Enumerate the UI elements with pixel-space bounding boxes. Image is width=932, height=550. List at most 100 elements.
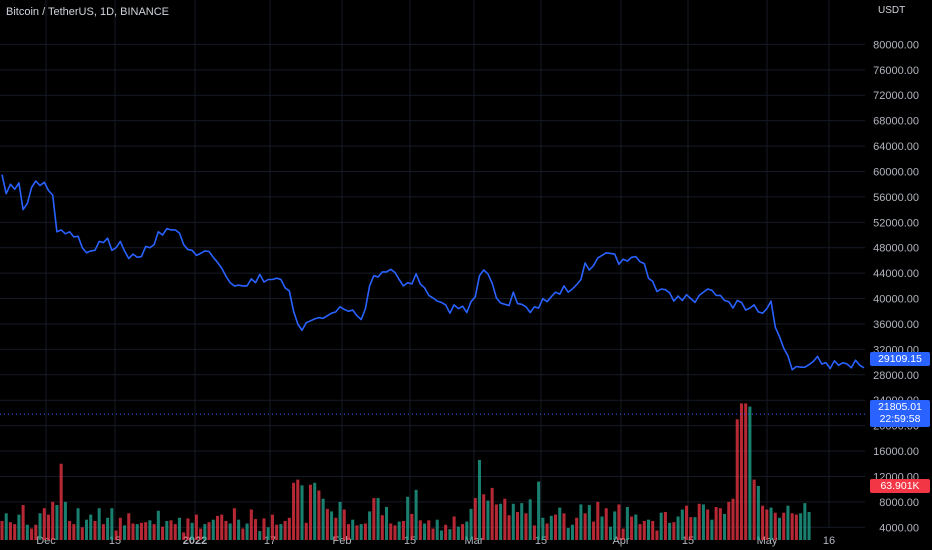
volume-bar (30, 528, 34, 540)
volume-bar (490, 487, 494, 540)
volume-bar (444, 524, 448, 540)
volume-bar (465, 521, 469, 540)
volume-bar (363, 523, 367, 540)
volume-bar (144, 522, 148, 540)
volume-bar (38, 513, 42, 540)
volume-bar (710, 519, 714, 540)
volume-bar (211, 519, 215, 540)
volume-bar (621, 528, 625, 540)
volume-bar (511, 503, 515, 540)
volume-bar (42, 508, 46, 540)
volume-bar (668, 522, 672, 540)
volume-bar (279, 524, 283, 540)
volume-bar (579, 504, 583, 540)
volume-bar (169, 520, 173, 540)
volume-bar (807, 512, 811, 540)
volume-bar (275, 524, 279, 540)
volume-bar (207, 522, 211, 540)
volume-bar (461, 524, 465, 540)
volume-bar (123, 525, 127, 540)
volume-bar (786, 505, 790, 540)
volume-bar (4, 513, 8, 540)
volume-bar (110, 508, 114, 540)
volume-bar (203, 524, 207, 540)
volume-bar (646, 519, 651, 540)
volume-bar (25, 524, 29, 540)
volume-bar (799, 513, 803, 540)
volume-bar (735, 419, 739, 540)
volume-bar (473, 498, 477, 540)
volume-bar (752, 479, 756, 540)
volume-bar (431, 528, 435, 540)
last-price-tag: 21805.01 22:59:58 (870, 400, 930, 427)
volume-bar (777, 517, 782, 540)
volume-bar (63, 501, 67, 540)
volume-bar (406, 496, 410, 540)
y-tick-label: 8000.00 (879, 497, 919, 509)
volume-bar (663, 512, 667, 540)
volume-bar (359, 524, 363, 540)
volume-bar (638, 524, 642, 540)
volume-bar (317, 490, 321, 540)
volume-bar (89, 514, 93, 540)
volume-bar (131, 523, 135, 540)
volume-bar (427, 520, 431, 540)
volume-bar (541, 517, 545, 540)
volume-bar (13, 524, 17, 540)
volume-bar (625, 506, 629, 540)
volume-bar (304, 522, 308, 540)
volume-bar (727, 501, 731, 540)
volume-bar (55, 505, 59, 540)
volume-bar (199, 528, 203, 540)
current-price-tag: 29109.15 (870, 352, 930, 366)
volume-bar (507, 515, 511, 540)
volume-bar (165, 520, 169, 540)
volume-bar (254, 519, 258, 540)
volume-bar (241, 528, 245, 540)
y-tick-label: 48000.00 (873, 243, 919, 255)
volume-bar (389, 523, 393, 540)
volume-bar (532, 525, 536, 540)
volume-bar (118, 517, 122, 540)
volume-bar (701, 504, 705, 540)
volume-bar (706, 509, 710, 540)
y-tick-label: 16000.00 (873, 446, 919, 458)
currency-label: USDT (878, 5, 906, 16)
volume-bar (558, 507, 562, 540)
volume-bar (372, 498, 376, 540)
volume-bar (613, 511, 617, 540)
volume-bar (439, 530, 443, 540)
volume-bar (630, 516, 634, 540)
volume-bar (97, 508, 101, 540)
volume-bar (321, 498, 325, 540)
volume-bar (769, 507, 773, 540)
y-tick-label: 60000.00 (873, 166, 919, 178)
volume-bar (782, 512, 786, 540)
volume-bar (72, 524, 76, 540)
volume-bar (173, 524, 177, 540)
volume-bar (756, 485, 760, 540)
y-tick-label: 72000.00 (873, 90, 919, 102)
x-tick-label: 17 (264, 535, 276, 547)
volume-bar (642, 520, 646, 540)
volume-bar (748, 406, 752, 540)
volume-bar (287, 517, 291, 540)
volume-bar (596, 501, 600, 540)
volume-bar (604, 508, 608, 540)
volume-bar (161, 526, 165, 540)
volume-bar (84, 519, 89, 540)
volume-bar (313, 482, 317, 540)
volume-bar (262, 518, 266, 540)
volume-bar (346, 524, 351, 540)
volume-bar (106, 517, 110, 540)
x-tick-label: 15 (535, 535, 547, 547)
volume-bar (283, 520, 287, 540)
volume-bar (676, 516, 680, 540)
volume-bar (414, 489, 418, 540)
volume-bar (338, 501, 342, 540)
volume-bar (292, 482, 296, 540)
volume-bar (655, 530, 659, 540)
volume-bar (718, 508, 722, 540)
volume-bar (368, 511, 372, 540)
